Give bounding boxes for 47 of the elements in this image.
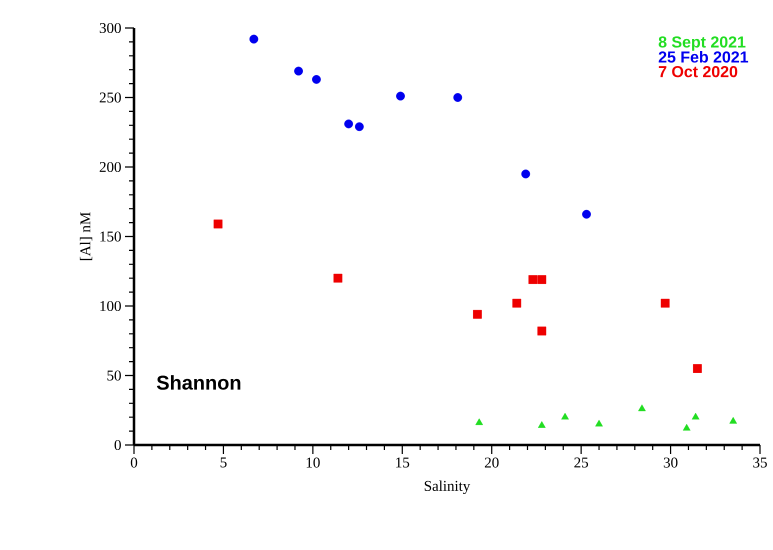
point	[334, 274, 342, 283]
text: 7 Oct 2020	[658, 66, 738, 78]
point	[660, 298, 670, 308]
point	[537, 326, 546, 336]
y-tick-label: 300	[100, 22, 121, 34]
x-tick-label: 0	[130, 458, 138, 468]
x-tick-label: 5	[220, 458, 227, 468]
y-tick-label: 200	[100, 162, 121, 172]
point	[692, 412, 700, 420]
point	[312, 75, 321, 84]
point	[538, 421, 546, 428]
y-tick-label: 0	[114, 440, 121, 450]
x-tick-label: 20	[484, 458, 499, 468]
text: 8 Sept 2021	[658, 36, 746, 51]
y-tick-label: 250	[100, 92, 121, 103]
point	[294, 66, 303, 76]
point	[249, 34, 258, 44]
point	[582, 210, 591, 219]
x-tick-label: 15	[396, 458, 410, 468]
point	[682, 424, 691, 431]
x-tick-label: 30	[664, 458, 678, 468]
point	[693, 364, 702, 373]
point	[475, 418, 484, 426]
point	[561, 412, 569, 420]
x-tick-label: 35	[753, 458, 767, 468]
point	[453, 93, 462, 102]
point	[344, 120, 354, 128]
point	[354, 122, 364, 132]
y-tick-label: 100	[100, 300, 121, 312]
point	[473, 310, 482, 319]
y-tick-label: 50	[107, 370, 121, 381]
y-tick-label: 150	[100, 231, 121, 242]
point	[595, 420, 603, 426]
y-axis-title: [Al] nM	[80, 212, 92, 260]
annotation: Shannon	[156, 375, 240, 390]
point	[638, 404, 646, 412]
point	[537, 275, 546, 284]
point	[396, 92, 405, 101]
x-tick-label: 10	[306, 458, 320, 468]
x-tick-label: 25	[574, 458, 588, 468]
point	[214, 220, 222, 228]
point	[729, 416, 738, 424]
x-axis-title: Salinity	[424, 480, 470, 494]
point	[512, 298, 522, 308]
point	[521, 170, 530, 178]
text: 25 Feb 2021	[658, 50, 748, 63]
point	[528, 275, 538, 284]
